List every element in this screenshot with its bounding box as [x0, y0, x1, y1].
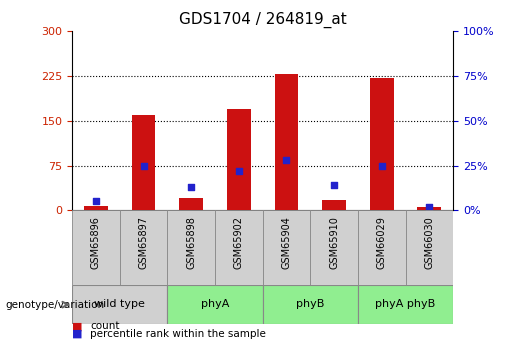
Point: [187, 184, 195, 190]
Bar: [227, 109, 251, 210]
Bar: [72, 210, 119, 285]
Text: GSM65910: GSM65910: [329, 216, 339, 269]
Text: GSM65896: GSM65896: [91, 216, 101, 269]
Text: phyA: phyA: [201, 299, 229, 309]
Text: GSM66029: GSM66029: [377, 216, 387, 269]
Bar: [310, 210, 358, 285]
Bar: [215, 210, 263, 285]
Text: GSM65902: GSM65902: [234, 216, 244, 269]
Bar: [167, 210, 215, 285]
Point: [330, 183, 338, 188]
Text: GSM66030: GSM66030: [424, 216, 434, 269]
Bar: [167, 285, 263, 324]
Text: percentile rank within the sample: percentile rank within the sample: [90, 329, 266, 339]
Bar: [358, 285, 453, 324]
Point: [140, 163, 148, 168]
Point: [92, 199, 100, 204]
Text: phyA phyB: phyA phyB: [375, 299, 436, 309]
Text: GSM65898: GSM65898: [186, 216, 196, 269]
Point: [377, 163, 386, 168]
Text: GSM65904: GSM65904: [282, 216, 291, 269]
Text: ■: ■: [72, 329, 82, 339]
Bar: [72, 285, 167, 324]
Bar: [358, 210, 405, 285]
Text: GSM65897: GSM65897: [139, 216, 148, 269]
Text: genotype/variation: genotype/variation: [5, 300, 104, 310]
Text: ■: ■: [72, 322, 82, 331]
Bar: [179, 198, 203, 210]
Bar: [119, 210, 167, 285]
Point: [235, 168, 243, 174]
Bar: [405, 210, 453, 285]
Text: phyB: phyB: [296, 299, 324, 309]
Bar: [132, 115, 156, 210]
Bar: [84, 206, 108, 210]
Bar: [418, 207, 441, 210]
Text: wild type: wild type: [94, 299, 145, 309]
Text: count: count: [90, 322, 119, 331]
Bar: [322, 200, 346, 210]
Point: [425, 204, 434, 210]
Bar: [370, 78, 393, 210]
Point: [282, 157, 290, 163]
Bar: [274, 74, 298, 210]
Bar: [263, 210, 310, 285]
Title: GDS1704 / 264819_at: GDS1704 / 264819_at: [179, 12, 347, 28]
Bar: [263, 285, 358, 324]
